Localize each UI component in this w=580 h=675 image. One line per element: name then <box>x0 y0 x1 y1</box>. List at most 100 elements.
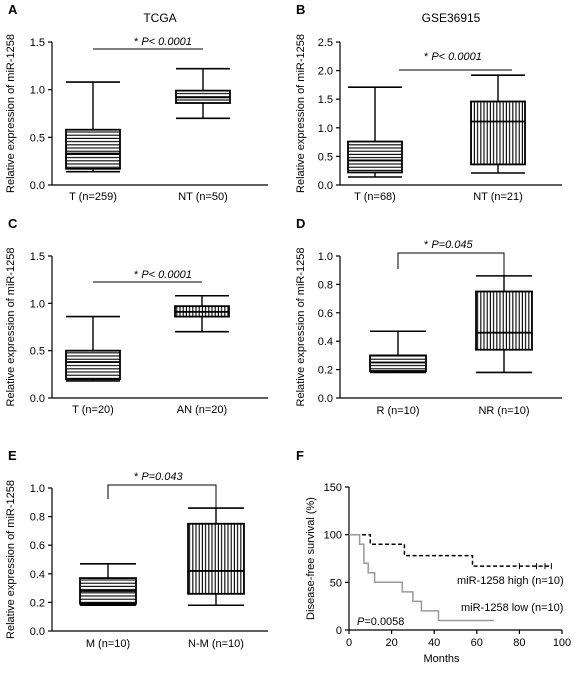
significance-label: * P=0.043 <box>134 471 184 483</box>
x-tick-label: 100 <box>553 637 571 649</box>
y-axis-label: Relative expression of miR-1258 <box>5 248 17 407</box>
significance-p-value: P< 0.0001 <box>431 51 481 63</box>
significance-bracket <box>397 252 505 286</box>
significance-label: * P=0.045 <box>424 239 474 251</box>
significance-annotation: * P< 0.0001 <box>93 269 202 283</box>
x-category-label: T (n=259) <box>69 191 117 203</box>
y-tick-label: 0.0 <box>318 180 333 192</box>
y-tick-label: 0.0 <box>30 393 45 405</box>
y-tick-label: 0.0 <box>30 626 45 638</box>
p-symbol: P <box>357 616 365 628</box>
y-tick-label: 1.5 <box>30 251 45 263</box>
box-1 <box>369 330 427 374</box>
panel-e: E Relative expression of miR-1258 0.0 0.2 0.… <box>5 448 268 650</box>
y-axis-label: Disease-free survival (%) <box>305 497 317 620</box>
significance-annotation: * P=0.043 <box>107 471 217 509</box>
significance-p-value: P< 0.0001 <box>141 269 191 281</box>
y-tick-label: 0.0 <box>318 393 333 405</box>
y-axis-label: Relative expression of miR-1258 <box>295 34 307 193</box>
y-tick-label: 0.5 <box>318 151 333 163</box>
y-tick-label: 1.5 <box>30 37 45 49</box>
x-category-label: NT (n=21) <box>473 191 523 203</box>
significance-star: * <box>134 269 141 281</box>
chart-title: TCGA <box>143 11 176 25</box>
box-2 <box>175 67 231 120</box>
y-tick-label: 2.0 <box>318 66 333 78</box>
p-value: =0.0058 <box>364 616 404 628</box>
y-tick-label: 2.5 <box>318 37 333 49</box>
x-category-label: N-M (n=10) <box>188 638 244 650</box>
box-2 <box>475 275 533 374</box>
p-value-label: P=0.0058 <box>357 616 404 628</box>
y-tick-label: 0.5 <box>30 132 45 144</box>
x-axis-label: Months <box>423 653 460 665</box>
significance-star: * <box>424 51 431 63</box>
y-tick-label: 100 <box>324 530 342 542</box>
panel-c: C Relative expression of miR-1258 0.0 0.5 1.… <box>5 216 268 416</box>
significance-annotation: * P=0.045 <box>397 239 505 286</box>
significance-star: * <box>134 471 141 483</box>
box-1 <box>65 315 121 382</box>
box-2 <box>470 74 526 174</box>
box-iqr <box>187 522 245 595</box>
series-low <box>349 533 494 622</box>
panel-a: A TCGA Relative expression of miR-1258 0.0 0… <box>5 2 268 203</box>
y-tick-label: 0 <box>336 625 342 637</box>
y-tick-label: 0.2 <box>30 597 45 609</box>
y-tick-label: 0.6 <box>30 540 45 552</box>
significance-p-value: P=0.043 <box>141 471 183 483</box>
x-category-label: R (n=10) <box>376 405 419 417</box>
y-tick-label: 0.5 <box>30 346 45 358</box>
y-tick-label: 0.4 <box>30 569 45 581</box>
box-iqr <box>470 100 526 166</box>
box-2 <box>187 507 245 607</box>
y-tick-label: 0.0 <box>30 180 45 192</box>
significance-annotation: * P< 0.0001 <box>93 36 203 50</box>
significance-star: * <box>424 239 431 251</box>
series-label-low: miR-1258 low (n=10) <box>461 602 563 614</box>
y-axis-label: Relative expression of miR-1258 <box>5 480 17 639</box>
y-tick-label: 1.0 <box>318 123 333 135</box>
y-tick-label: 150 <box>324 482 342 494</box>
y-axis-label: Relative expression of miR-1258 <box>5 34 17 193</box>
significance-star: * <box>134 36 141 48</box>
survival-line <box>349 533 494 622</box>
y-tick-label: 1.0 <box>30 298 45 310</box>
y-tick-label: 1.0 <box>30 483 45 495</box>
x-category-label: AN (n=20) <box>177 404 227 416</box>
panel-d: D Relative expression of miR-1258 0.0 0.2 0.… <box>295 216 562 417</box>
panel-letter: E <box>8 448 17 463</box>
x-tick-label: 60 <box>471 637 483 649</box>
y-tick-label: 50 <box>330 577 342 589</box>
box-iqr <box>65 349 121 380</box>
panel-letter: D <box>296 216 305 231</box>
panel-letter: C <box>8 216 18 231</box>
x-category-label: NT (n=50) <box>178 191 228 203</box>
chart-title: GSE36915 <box>422 11 481 25</box>
x-category-label: T (n=68) <box>354 191 396 203</box>
panel-letter: B <box>296 2 305 17</box>
y-tick-label: 0.4 <box>318 336 333 348</box>
x-tick-label: 80 <box>513 637 525 649</box>
panel-letter: A <box>8 2 18 17</box>
box-iqr <box>347 140 403 174</box>
significance-label: * P< 0.0001 <box>134 269 192 281</box>
panel-b: B GSE36915 Relative expression of miR-1258… <box>295 2 562 203</box>
x-category-label: T (n=20) <box>72 404 114 416</box>
significance-annotation: * P< 0.0001 <box>399 51 512 71</box>
box-iqr <box>475 290 533 351</box>
panel-letter: F <box>296 448 304 463</box>
box-2 <box>174 294 230 333</box>
significance-p-value: P=0.045 <box>431 239 473 251</box>
significance-p-value: P< 0.0001 <box>141 36 191 48</box>
y-tick-label: 1.0 <box>30 85 45 97</box>
box-1 <box>79 562 137 607</box>
significance-label: * P< 0.0001 <box>134 36 192 48</box>
x-tick-label: 40 <box>428 637 440 649</box>
significance-label: * P< 0.0001 <box>424 51 482 63</box>
panel-f: F Disease-free survival (%) Months 0 50 100 15… <box>296 448 571 665</box>
y-tick-label: 1.5 <box>318 94 333 106</box>
y-axis-label: Relative expression of miR-1258 <box>295 248 307 407</box>
significance-bracket <box>107 484 217 509</box>
